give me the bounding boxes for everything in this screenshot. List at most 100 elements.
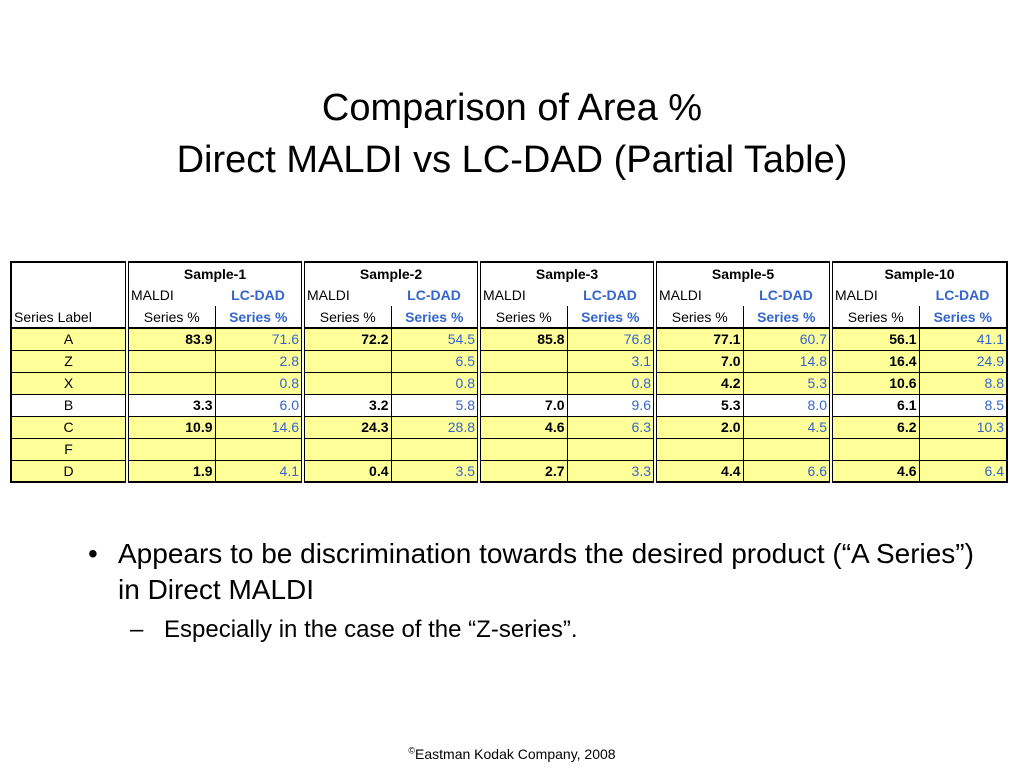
copyright-text: Eastman Kodak Company, 2008: [415, 746, 616, 762]
maldi-value-cell: 4.2: [653, 371, 743, 394]
table-row: F: [11, 437, 1008, 460]
maldi-value-cell: 6.1: [829, 393, 919, 416]
maldi-value-cell: 1.9: [125, 459, 215, 482]
lcdad-value-cell: 4.1: [214, 459, 303, 482]
lcdad-value-cell: 0.8: [214, 371, 303, 394]
maldi-value-cell: 7.0: [477, 393, 567, 416]
maldi-value-cell: 10.6: [829, 371, 919, 394]
maldi-value-cell: [653, 437, 743, 460]
lcdad-header: LC-DAD: [567, 284, 655, 306]
lcdad-value-cell: 9.6: [566, 393, 655, 416]
lcdad-header: LC-DAD: [743, 284, 831, 306]
bullet-text: Appears to be discrimination towards the…: [118, 538, 974, 605]
lcdad-value-cell: 5.8: [390, 393, 479, 416]
table-row: Z 2.8 6.5 3.1 7.0 14.8 16.4 24.9: [11, 349, 1008, 372]
series-label-cell: B: [11, 393, 127, 416]
lcdad-value-cell: [918, 437, 1008, 460]
maldi-value-cell: 6.2: [829, 415, 919, 438]
sample-header: Sample-10: [828, 262, 1008, 284]
maldi-header: MALDI: [477, 284, 567, 306]
lcdad-header: LC-DAD: [391, 284, 479, 306]
maldi-value-cell: 4.4: [653, 459, 743, 482]
copyright-footer: ©Eastman Kodak Company, 2008: [0, 745, 1024, 763]
series-pct-header: Series %: [653, 306, 743, 329]
maldi-value-cell: [477, 349, 567, 372]
lcdad-value-cell: 0.8: [566, 371, 655, 394]
series-label-cell: C: [11, 415, 127, 438]
maldi-value-cell: [301, 437, 391, 460]
lcdad-value-cell: 3.3: [566, 459, 655, 482]
bullet-dot-icon: •: [88, 538, 98, 569]
sub-bullet-item: – Especially in the case of the “Z-serie…: [130, 614, 988, 646]
sample-header: Sample-5: [653, 262, 831, 284]
lcdad-value-cell: 71.6: [214, 328, 303, 350]
series-header-row: Series Label Series % Series % Series % …: [11, 306, 1008, 329]
lcdad-value-cell: 8.8: [918, 371, 1008, 394]
maldi-value-cell: 7.0: [653, 349, 743, 372]
lcdad-header: LC-DAD: [215, 284, 303, 306]
series-label-cell: A: [11, 328, 127, 350]
lcdad-value-cell: [214, 437, 303, 460]
sample-header: Sample-1: [125, 262, 303, 284]
maldi-value-cell: [125, 371, 215, 394]
table-row: D 1.9 4.1 0.4 3.5 2.7 3.3 4.4 6.6 4.6 6.4: [11, 459, 1008, 482]
maldi-value-cell: [301, 349, 391, 372]
lcdad-value-cell: 24.9: [918, 349, 1008, 372]
lcdad-value-cell: 54.5: [390, 328, 479, 350]
maldi-header: MALDI: [653, 284, 743, 306]
maldi-value-cell: 56.1: [829, 328, 919, 350]
series-label-cell: X: [11, 371, 127, 394]
lcdad-value-cell: 6.0: [214, 393, 303, 416]
table-row: X 0.8 0.8 0.8 4.2 5.3 10.6 8.8: [11, 371, 1008, 394]
lcdad-value-cell: [742, 437, 831, 460]
method-header-row: MALDI LC-DAD MALDI LC-DAD MALDI LC-DAD M…: [11, 284, 1008, 306]
maldi-value-cell: 4.6: [829, 459, 919, 482]
maldi-value-cell: 10.9: [125, 415, 215, 438]
lcdad-value-cell: 4.5: [742, 415, 831, 438]
lcdad-value-cell: 14.6: [214, 415, 303, 438]
maldi-value-cell: 85.8: [477, 328, 567, 350]
area-comparison-table: Sample-1 Sample-2 Sample-3 Sample-5 Samp…: [10, 261, 1009, 483]
maldi-value-cell: 3.3: [125, 393, 215, 416]
header-corner: [11, 262, 127, 284]
maldi-value-cell: 2.7: [477, 459, 567, 482]
bullet-item: • Appears to be discrimination towards t…: [88, 536, 988, 608]
maldi-value-cell: 77.1: [653, 328, 743, 350]
copyright-symbol: ©: [408, 745, 416, 756]
lcdad-value-cell: 41.1: [918, 328, 1008, 350]
series-pct-header: Series %: [742, 306, 831, 329]
lcdad-header: LC-DAD: [919, 284, 1008, 306]
lcdad-value-cell: 8.5: [918, 393, 1008, 416]
sample-header: Sample-2: [301, 262, 479, 284]
series-pct-header: Series %: [477, 306, 567, 329]
slide-title-line-2: Direct MALDI vs LC-DAD (Partial Table): [176, 139, 848, 181]
maldi-value-cell: [301, 371, 391, 394]
maldi-header: MALDI: [301, 284, 391, 306]
sub-bullet-dash-icon: –: [130, 616, 144, 643]
slide-title-line-1: Comparison of Area %: [321, 87, 703, 129]
maldi-value-cell: [829, 437, 919, 460]
slide-title: Comparison of Area % Direct MALDI vs LC-…: [0, 82, 1024, 186]
table-row: C 10.9 14.6 24.3 28.8 4.6 6.3 2.0 4.5 6.2 10.3: [11, 415, 1008, 438]
maldi-header: MALDI: [829, 284, 919, 306]
table-row: A 83.9 71.6 72.2 54.5 85.8 76.8 77.1 60.7 56.1 41.…: [11, 328, 1008, 350]
maldi-value-cell: 5.3: [653, 393, 743, 416]
maldi-value-cell: [125, 349, 215, 372]
series-label-cell: F: [11, 437, 127, 460]
maldi-value-cell: 83.9: [125, 328, 215, 350]
series-label-cell: D: [11, 459, 127, 482]
maldi-value-cell: 24.3: [301, 415, 391, 438]
sub-bullet-text: Especially in the case of the “Z-series”…: [164, 616, 578, 643]
maldi-header: MALDI: [125, 284, 215, 306]
lcdad-value-cell: 2.8: [214, 349, 303, 372]
lcdad-value-cell: [566, 437, 655, 460]
series-pct-header: Series %: [829, 306, 919, 329]
maldi-value-cell: 72.2: [301, 328, 391, 350]
lcdad-value-cell: 3.5: [390, 459, 479, 482]
lcdad-value-cell: 10.3: [918, 415, 1008, 438]
table-row: B 3.3 6.0 3.2 5.8 7.0 9.6 5.3 8.0 6.1 8.5: [11, 393, 1008, 416]
series-pct-header: Series %: [214, 306, 303, 329]
maldi-value-cell: 0.4: [301, 459, 391, 482]
sample-header: Sample-3: [477, 262, 655, 284]
series-pct-header: Series %: [918, 306, 1008, 329]
